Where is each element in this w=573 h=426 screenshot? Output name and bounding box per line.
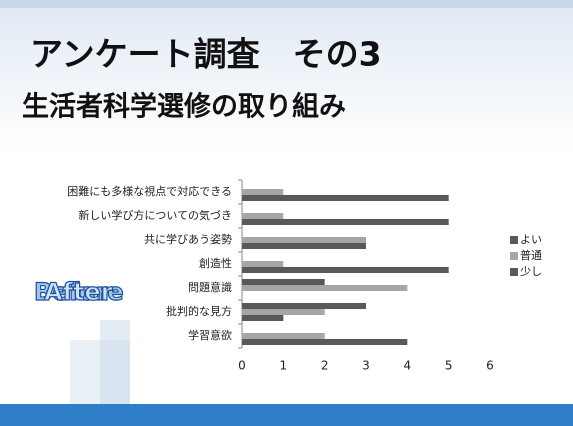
building-deco bbox=[100, 320, 130, 404]
y-tick-label: 批判的な見方 bbox=[166, 304, 232, 318]
y-tick-label: 新しい学び方についての気づき bbox=[78, 208, 232, 222]
legend-swatch bbox=[510, 268, 518, 276]
x-tick-label: 5 bbox=[445, 359, 453, 373]
title: アンケート調査 その3 bbox=[30, 35, 382, 74]
bar bbox=[242, 279, 325, 285]
legend-label: よい bbox=[520, 233, 542, 246]
bar bbox=[242, 285, 408, 291]
y-tick-label: 学習意欲 bbox=[188, 328, 232, 342]
bar bbox=[242, 315, 284, 321]
y-tick-label: 創造性 bbox=[199, 256, 232, 270]
bar bbox=[242, 333, 325, 339]
bar bbox=[242, 309, 325, 315]
bar bbox=[242, 339, 408, 345]
subtitle: 生活者科学選修の取り組み bbox=[22, 91, 346, 123]
bar bbox=[242, 267, 449, 273]
bar bbox=[242, 237, 366, 243]
bottom-band bbox=[0, 404, 573, 426]
legend-label: 少し bbox=[520, 265, 542, 278]
bar bbox=[242, 219, 449, 225]
top-band bbox=[0, 0, 573, 8]
legend-swatch bbox=[510, 236, 518, 244]
y-tick-label: 共に学びあう姿勢 bbox=[144, 232, 232, 246]
x-tick-label: 3 bbox=[362, 359, 370, 373]
legend-label: 普通 bbox=[520, 248, 542, 262]
x-tick-label: 4 bbox=[404, 359, 412, 373]
x-tick-label: 6 bbox=[486, 359, 494, 373]
x-tick-label: 0 bbox=[238, 359, 246, 373]
bar bbox=[242, 195, 449, 201]
bar bbox=[242, 243, 366, 249]
bar bbox=[242, 189, 284, 195]
bar bbox=[242, 261, 284, 267]
y-tick-label: 困難にも多様な視点で対応できる bbox=[67, 184, 232, 198]
y-tick-label: 問題意識 bbox=[188, 280, 232, 294]
x-tick-label: 2 bbox=[321, 359, 329, 373]
legend-swatch bbox=[510, 252, 518, 260]
bar bbox=[242, 303, 366, 309]
bar bbox=[242, 213, 284, 219]
x-tick-label: 1 bbox=[280, 359, 288, 373]
logo-front: After bbox=[44, 278, 113, 306]
logo-back: Before bbox=[34, 278, 124, 306]
